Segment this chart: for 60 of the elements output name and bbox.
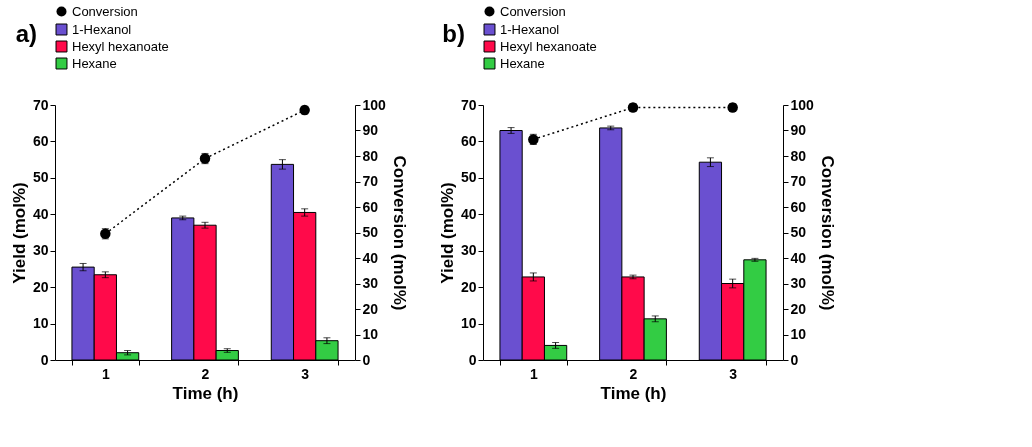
y-tick-label: 30 — [32, 242, 49, 259]
y-tick-label: 50 — [460, 169, 477, 186]
y-tick-label: 10 — [460, 315, 477, 332]
y2-axis-title: Conversion (mol%) — [817, 155, 837, 311]
y2-axis-title: Conversion (mol%) — [389, 155, 409, 311]
y-tick-label: 70 — [32, 96, 49, 113]
y2-tick-label: 100 — [790, 96, 815, 113]
x-tick-label: 2 — [629, 365, 638, 382]
y-tick-label: 60 — [32, 132, 49, 149]
y2-tick-label: 40 — [362, 249, 379, 266]
y-tick-label: 40 — [32, 205, 49, 222]
legend-label: 1-Hexanol — [72, 21, 132, 37]
legend-label: Hexyl hexanoate — [500, 38, 597, 54]
x-tick-label: 3 — [301, 365, 310, 382]
y2-tick-label: 60 — [362, 198, 379, 215]
y2-tick-label: 20 — [790, 300, 807, 317]
y-axis-title: Yield (mol%) — [9, 182, 29, 284]
y2-tick-label: 50 — [790, 224, 807, 240]
y-tick-label: 0 — [468, 351, 477, 368]
x-axis-title: Time (h) — [172, 383, 239, 403]
y-tick-label: 20 — [460, 278, 477, 295]
y2-tick-label: 30 — [362, 275, 379, 291]
chart-title: b) — [442, 20, 465, 47]
legend-label: 1-Hexanol — [500, 21, 560, 37]
y2-tick-label: 90 — [362, 122, 379, 138]
x-tick-label: 1 — [101, 365, 110, 382]
x-tick-label: 3 — [729, 365, 738, 382]
y2-tick-label: 30 — [790, 275, 807, 291]
y2-tick-label: 70 — [362, 173, 379, 189]
legend-label: Conversion — [72, 3, 138, 19]
y-tick-label: 40 — [460, 205, 477, 222]
y2-tick-label: 0 — [362, 351, 371, 368]
y2-tick-label: 0 — [790, 351, 799, 368]
legend-label: Hexane — [500, 55, 545, 71]
x-tick-label: 2 — [201, 365, 210, 382]
y-tick-label: 10 — [32, 315, 49, 332]
y2-tick-label: 70 — [790, 173, 807, 189]
y2-tick-label: 50 — [362, 224, 379, 240]
y-tick-label: 70 — [460, 96, 477, 113]
y2-tick-label: 60 — [790, 198, 807, 215]
y2-tick-label: 90 — [790, 122, 807, 138]
y2-tick-label: 80 — [362, 147, 379, 164]
y2-tick-label: 100 — [362, 96, 387, 113]
legend-label: Conversion — [500, 3, 566, 19]
y-tick-label: 30 — [460, 242, 477, 259]
y2-tick-label: 20 — [362, 300, 379, 317]
y-tick-label: 50 — [32, 169, 49, 186]
legend-label: Hexane — [72, 55, 117, 71]
x-tick-label: 1 — [529, 365, 538, 382]
y2-tick-label: 80 — [790, 147, 807, 164]
chart-title: a) — [15, 20, 37, 47]
y2-tick-label: 10 — [790, 326, 807, 342]
y-tick-label: 0 — [40, 351, 49, 368]
y-tick-label: 60 — [460, 132, 477, 149]
y2-tick-label: 40 — [790, 249, 807, 266]
y-axis-title: Yield (mol%) — [437, 182, 457, 284]
legend-label: Hexyl hexanoate — [72, 38, 169, 54]
x-axis-title: Time (h) — [600, 383, 667, 403]
y2-tick-label: 10 — [362, 326, 379, 342]
y-tick-label: 20 — [32, 278, 49, 295]
